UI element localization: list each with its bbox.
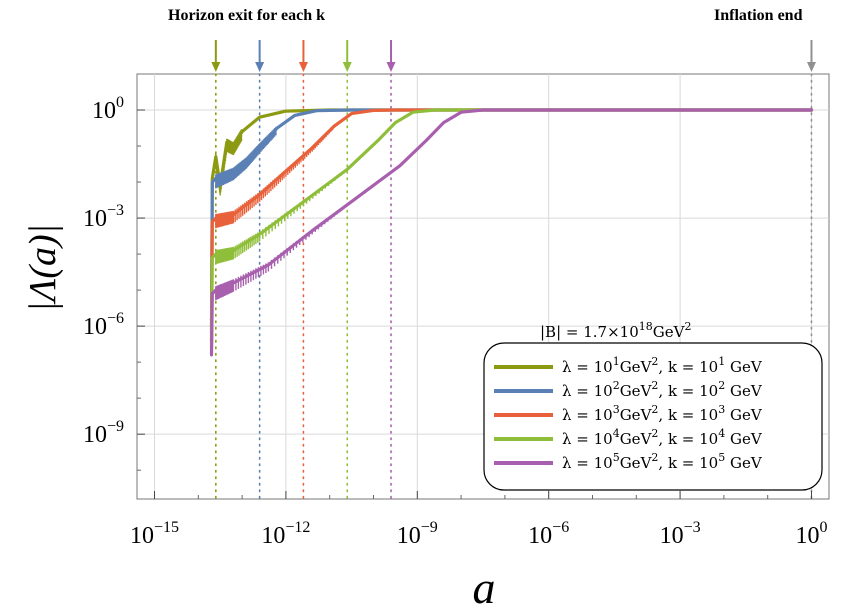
y-axis-label: |Λ(a)|	[22, 224, 64, 312]
plot-frame	[136, 73, 830, 500]
legend-title: |B| = 1.7×1018GeV2	[540, 320, 691, 341]
horizon-exit-arrow-head	[211, 62, 221, 72]
horizon-exit-arrow-head	[298, 62, 308, 72]
legend-label-3: λ = 103GeV2, k = 103 GeV	[562, 403, 763, 424]
legend-items: λ = 101GeV2, k = 101 GeV λ = 102GeV2, k =…	[494, 355, 763, 472]
legend-box	[483, 342, 823, 491]
legend-label-2: λ = 102GeV2, k = 102 GeV	[562, 379, 763, 400]
x-axis-label: a	[473, 562, 496, 613]
series-noise-3	[215, 126, 334, 229]
legend-label-1: λ = 101GeV2, k = 101 GeV	[562, 355, 763, 376]
legend-title-exp: 18	[639, 320, 653, 333]
series-line-5	[209, 108, 814, 357]
x-tick-label: 10−6	[528, 519, 569, 549]
y-tick-label: 10−6	[83, 310, 124, 340]
arrow-group	[211, 40, 816, 72]
legend-title-suffix-exp: 2	[684, 320, 691, 333]
horizon-exit-annotation: Horizon exit for each k	[168, 7, 325, 24]
x-tick-label: 10−12	[261, 519, 310, 549]
x-tick-label: 10−9	[397, 519, 438, 549]
inflation-end-arrow-head	[806, 62, 816, 72]
y-tick-label: 10−9	[83, 418, 124, 448]
legend-label-5: λ = 105GeV2, k = 105 GeV	[562, 451, 763, 472]
horizon-exit-arrow-head	[342, 62, 352, 72]
series-noise-4	[215, 150, 368, 265]
series-line-3	[209, 108, 814, 343]
x-tick-label: 10−15	[130, 519, 179, 549]
legend: |B| = 1.7×1018GeV2 λ = 101GeV2, k = 101 …	[483, 320, 823, 491]
y-tick-label: 10−3	[83, 202, 124, 232]
series-line-2	[209, 108, 814, 335]
legend-title-suffix: GeV	[653, 323, 686, 341]
series-noise-5	[215, 191, 367, 301]
legend-title-prefix: |B| = 1.7×10	[540, 323, 639, 341]
series-line-4	[209, 108, 814, 350]
series-group	[209, 108, 814, 357]
series-noise-2	[215, 126, 277, 189]
horizon-exit-arrow-head	[386, 62, 396, 72]
x-tick-label: 100	[795, 519, 827, 549]
x-tick-label: 10−3	[660, 519, 701, 549]
y-tick-label: 100	[92, 94, 124, 124]
tick-group: 10−15 10−12 10−9 10−6 10−3 100 100 10−3 10−6 10−9	[83, 94, 828, 549]
inflation-end-annotation: Inflation end	[714, 7, 803, 24]
legend-label-4: λ = 104GeV2, k = 104 GeV	[562, 427, 763, 448]
horizon-exit-arrow-head	[255, 62, 265, 72]
